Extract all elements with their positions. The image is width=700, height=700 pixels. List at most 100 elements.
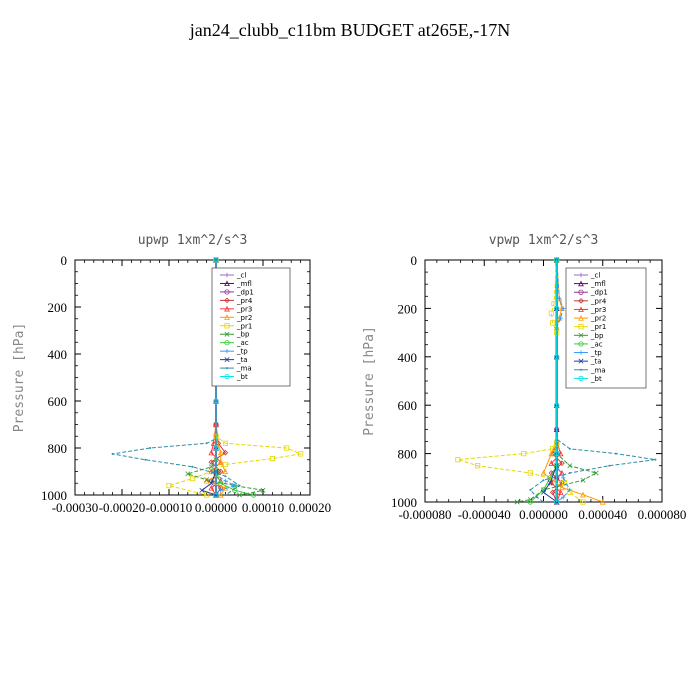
data-point-ma	[568, 471, 571, 474]
data-point-ma	[205, 442, 208, 445]
data-point-ta	[547, 480, 553, 486]
data-point-ma	[238, 484, 241, 487]
y-tick-label: 200	[398, 301, 418, 316]
legend-entry: _ma	[236, 365, 252, 373]
legend-marker	[224, 305, 230, 312]
series-line-ma	[529, 260, 656, 503]
data-point-pr3	[208, 484, 215, 491]
data-point-tp	[561, 306, 566, 311]
legend-marker	[578, 306, 584, 313]
data-point-bp	[593, 470, 599, 476]
series-line-ma	[112, 260, 241, 496]
legend-marker	[578, 280, 584, 287]
data-point-ta	[541, 489, 546, 495]
data-point-pr1	[222, 440, 228, 446]
legend-marker	[578, 332, 584, 338]
y-tick-label: 200	[48, 300, 68, 315]
legend-marker	[224, 297, 230, 304]
data-point-tp	[218, 488, 223, 493]
legend-entry: _pr2	[236, 314, 252, 322]
legend-box	[565, 267, 647, 389]
x-tick-label: -0.00030	[52, 500, 99, 515]
data-point-tp	[223, 478, 228, 484]
y-tick-label: 1000	[391, 495, 417, 510]
legend-marker	[224, 331, 230, 337]
y-tick-label: 0	[411, 253, 418, 268]
data-point-pr1	[166, 482, 172, 489]
data-point-pr4	[559, 460, 565, 467]
data-point-ma	[191, 465, 194, 468]
legend-entry: _cl	[236, 272, 246, 280]
legend-marker	[224, 289, 230, 295]
legend-marker	[224, 314, 230, 320]
data-point-pr1	[521, 450, 527, 457]
data-point-pr1	[189, 475, 196, 482]
data-point-ta	[208, 480, 214, 486]
data-point-bt	[213, 445, 219, 451]
x-tick-label: -0.000040	[458, 507, 511, 522]
data-point-bt	[554, 257, 560, 263]
legend-marker	[224, 357, 230, 363]
data-point-bt	[213, 257, 219, 263]
data-point-bp	[204, 477, 210, 483]
data-point-pr3	[548, 460, 555, 466]
data-point-pr1	[269, 455, 276, 462]
data-point-bp	[237, 492, 242, 498]
legend-entry: _dp1	[236, 288, 254, 296]
y-tick-label: 1000	[41, 488, 67, 503]
y-tick-label: 800	[48, 441, 68, 456]
legend-entry: _mfl	[590, 280, 606, 288]
chart-title: vpwp 1xm^2/s^3	[489, 233, 599, 248]
y-tick-label: 800	[398, 447, 418, 462]
data-point-ma	[535, 496, 538, 499]
legend-marker	[578, 289, 584, 295]
data-point-pr1	[527, 470, 533, 476]
data-point-pr1	[297, 451, 304, 457]
legend-entry: _pr4	[236, 297, 253, 305]
y-axis-label: Pressure [hPa]	[362, 326, 377, 436]
data-point-tp	[209, 469, 214, 474]
legend-entry: _cl	[590, 272, 600, 280]
data-point-ma	[224, 475, 227, 478]
data-point-pr3	[557, 450, 564, 457]
data-point-pr3	[210, 440, 217, 446]
series-line-bp	[517, 260, 598, 503]
data-point-pr2	[540, 469, 547, 476]
legend-entry: _mfl	[236, 280, 252, 288]
data-point-tp	[232, 483, 237, 488]
data-point-bp	[514, 499, 520, 505]
data-point-ma	[529, 488, 532, 491]
x-tick-label: -0.00020	[99, 500, 146, 515]
data-point-bt	[554, 402, 560, 408]
data-point-bp	[580, 477, 586, 483]
legend-entry: _pr4	[590, 297, 607, 305]
data-point-pr1	[550, 446, 556, 452]
data-point-pr2	[599, 498, 606, 505]
data-point-pr2	[559, 484, 565, 491]
legend-entry: _bt	[590, 375, 602, 383]
data-point-ac	[251, 492, 257, 498]
chart-title: upwp 1xm^2/s^3	[138, 233, 248, 248]
data-point-pr1	[580, 499, 586, 505]
data-point-ma	[144, 458, 147, 461]
data-point-pr4	[208, 459, 215, 465]
data-point-pr1	[283, 445, 290, 451]
legend-marker	[224, 280, 230, 287]
data-point-ma	[654, 458, 657, 461]
data-point-ma	[568, 447, 571, 450]
x-tick-label: 0.000040	[578, 507, 627, 522]
legend-marker	[224, 373, 230, 380]
data-point-pr1	[203, 492, 210, 498]
data-point-pr2	[222, 468, 229, 475]
data-point-bt	[554, 450, 560, 457]
legend-entry: _ac	[590, 340, 603, 348]
data-point-pr4	[222, 449, 229, 456]
data-point-tp	[558, 315, 563, 321]
y-axis-label: Pressure [hPa]	[12, 323, 27, 433]
legend-entry: _tp	[236, 348, 248, 356]
y-tick-label: 600	[398, 398, 418, 413]
legend-entry: _pr1	[590, 323, 606, 331]
data-point-pr2	[217, 459, 224, 465]
x-tick-label: 0.00020	[289, 500, 331, 515]
